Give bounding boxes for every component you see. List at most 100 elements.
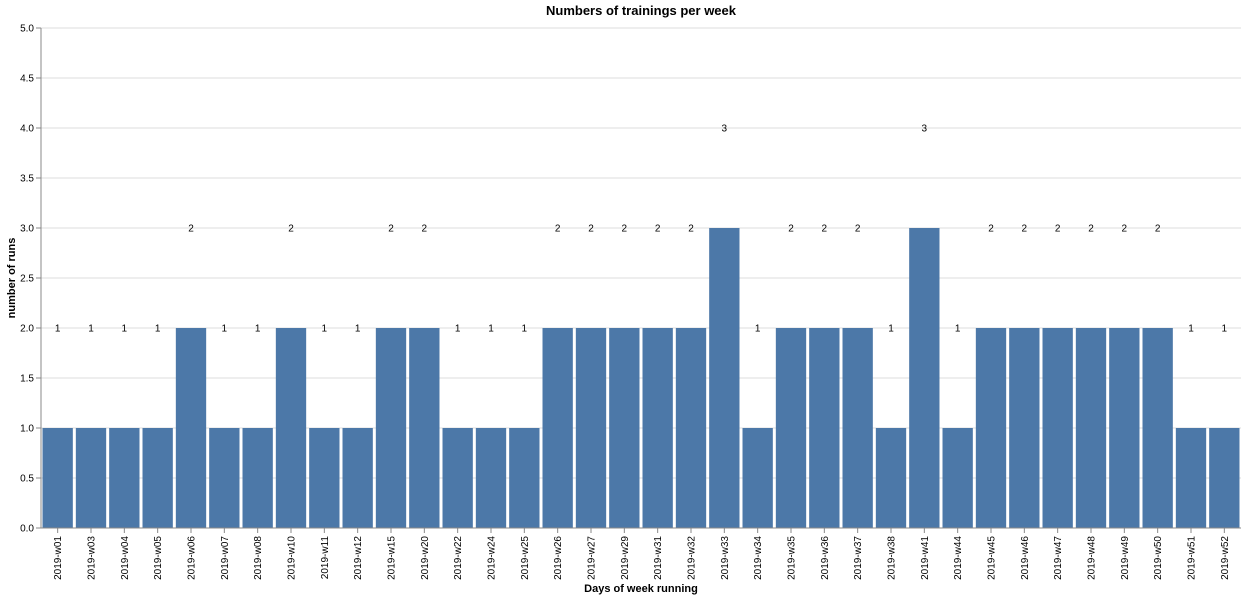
bar-2019-w38 <box>875 428 907 528</box>
x-tick-label: 2019-w36 <box>820 536 831 580</box>
y-tick-label: 0.0 <box>20 524 34 535</box>
x-tick-label: 2019-w22 <box>453 536 464 580</box>
bar-2019-w36 <box>809 328 840 528</box>
bars <box>42 228 1240 528</box>
bar-2019-w08 <box>242 428 273 528</box>
data-label: 2 <box>622 224 628 235</box>
x-tick-label: 2019-w51 <box>1187 536 1198 580</box>
y-tick-label: 0.5 <box>20 474 34 485</box>
bar-2019-w12 <box>342 428 373 528</box>
data-label: 1 <box>322 324 328 335</box>
bar-2019-w41 <box>909 228 940 528</box>
x-tick-label: 2019-w48 <box>1087 536 1098 580</box>
data-label: 1 <box>888 324 894 335</box>
y-tick-label: 4.5 <box>20 74 34 85</box>
bar-2019-w04 <box>109 428 140 528</box>
y-tick-label: 3.5 <box>20 174 34 185</box>
x-tick-label: 2019-w10 <box>287 536 298 580</box>
x-tick-label: 2019-w50 <box>1153 536 1164 580</box>
data-label: 2 <box>1122 224 1128 235</box>
y-tick-label: 1.0 <box>20 424 34 435</box>
y-axis-title: number of runs <box>6 238 18 319</box>
x-tick-label: 2019-w04 <box>120 536 131 580</box>
x-tick-label: 2019-w05 <box>153 536 164 580</box>
x-tick-label: 2019-w07 <box>220 536 231 580</box>
x-tick-label: 2019-w44 <box>953 536 964 580</box>
data-label: 2 <box>188 224 194 235</box>
data-label: 1 <box>255 324 261 335</box>
x-tick-label: 2019-w20 <box>420 536 431 580</box>
data-label: 1 <box>222 324 228 335</box>
x-tick-label: 2019-w34 <box>753 536 764 580</box>
data-label: 2 <box>1055 224 1061 235</box>
x-axis: 2019-w01 2019-w03 2019-w04 2019-w05 2019-w06… <box>41 527 1241 580</box>
bar-2019-w29 <box>609 328 640 528</box>
data-label: 2 <box>688 224 694 235</box>
x-tick-label: 2019-w49 <box>1120 536 1131 580</box>
bar-2019-w20 <box>409 328 440 528</box>
x-tick-label: 2019-w11 <box>320 536 331 580</box>
y-axis: 0.0 0.5 1.0 1.5 2.0 2.5 3.0 3.5 4.0 4.5 5.0 <box>20 24 42 535</box>
data-label: 2 <box>788 224 794 235</box>
x-tick-label: 2019-w24 <box>487 536 498 580</box>
bar-2019-w37 <box>842 328 873 528</box>
bar-2019-w48 <box>1075 328 1107 528</box>
bar-2019-w46 <box>1009 328 1040 528</box>
bar-2019-w33 <box>709 228 740 528</box>
x-tick-label: 2019-w12 <box>353 536 364 580</box>
data-label: 1 <box>1222 324 1228 335</box>
y-tick-label: 2.5 <box>20 274 34 285</box>
data-label: 1 <box>488 324 494 335</box>
bar-2019-w01 <box>42 428 73 528</box>
chart-title: Numbers of trainings per week <box>546 3 737 18</box>
x-tick-label: 2019-w41 <box>920 536 931 580</box>
bar-2019-w34 <box>742 428 773 528</box>
data-label: 1 <box>155 324 161 335</box>
bar-2019-w25 <box>509 428 540 528</box>
x-axis-title: Days of week running <box>584 583 698 595</box>
x-tick-label: 2019-w35 <box>787 536 798 580</box>
x-tick-label: 2019-w27 <box>587 536 598 580</box>
x-tick-label: 2019-w29 <box>620 536 631 580</box>
grid-lines <box>41 27 1241 529</box>
x-tick-label: 2019-w26 <box>553 536 564 580</box>
bar-2019-w51 <box>1175 428 1207 528</box>
bar-2019-w03 <box>75 428 107 528</box>
x-tick-label: 2019-w46 <box>1020 536 1031 580</box>
data-label: 2 <box>822 224 828 235</box>
bar-2019-w31 <box>642 328 673 528</box>
bar-2019-w45 <box>975 328 1007 528</box>
bar-2019-w15 <box>375 328 407 528</box>
x-tick-label: 2019-w37 <box>853 536 864 580</box>
data-label: 2 <box>655 224 661 235</box>
bar-2019-w32 <box>675 328 707 528</box>
x-tick-label: 2019-w31 <box>653 536 664 580</box>
data-label: 3 <box>722 124 728 135</box>
bar-2019-w44 <box>942 428 973 528</box>
data-label: 2 <box>855 224 861 235</box>
bar-2019-w49 <box>1109 328 1140 528</box>
bar-2019-w06 <box>175 328 207 528</box>
data-labels: 1 1 1 1 2 1 1 2 1 1 2 2 1 1 1 2 2 2 2 2 3 1 2 2 2 1 3 1 2 2 2 2 2 2 1 1 <box>55 124 1228 335</box>
data-label: 2 <box>288 224 294 235</box>
bar-2019-w50 <box>1142 328 1173 528</box>
data-label: 1 <box>55 324 61 335</box>
y-tick-label: 5.0 <box>20 24 34 35</box>
data-label: 2 <box>388 224 394 235</box>
data-label: 2 <box>1155 224 1161 235</box>
x-tick-label: 2019-w47 <box>1053 536 1064 580</box>
bar-2019-w27 <box>575 328 607 528</box>
x-tick-label: 2019-w33 <box>720 536 731 580</box>
data-label: 2 <box>422 224 428 235</box>
y-tick-label: 4.0 <box>20 124 34 135</box>
data-label: 1 <box>455 324 461 335</box>
y-tick-label: 1.5 <box>20 374 34 385</box>
y-tick-label: 3.0 <box>20 224 34 235</box>
data-label: 2 <box>1088 224 1094 235</box>
bar-2019-w26 <box>542 328 573 528</box>
data-label: 2 <box>988 224 994 235</box>
x-tick-label: 2019-w25 <box>520 536 531 580</box>
data-label: 1 <box>122 324 128 335</box>
